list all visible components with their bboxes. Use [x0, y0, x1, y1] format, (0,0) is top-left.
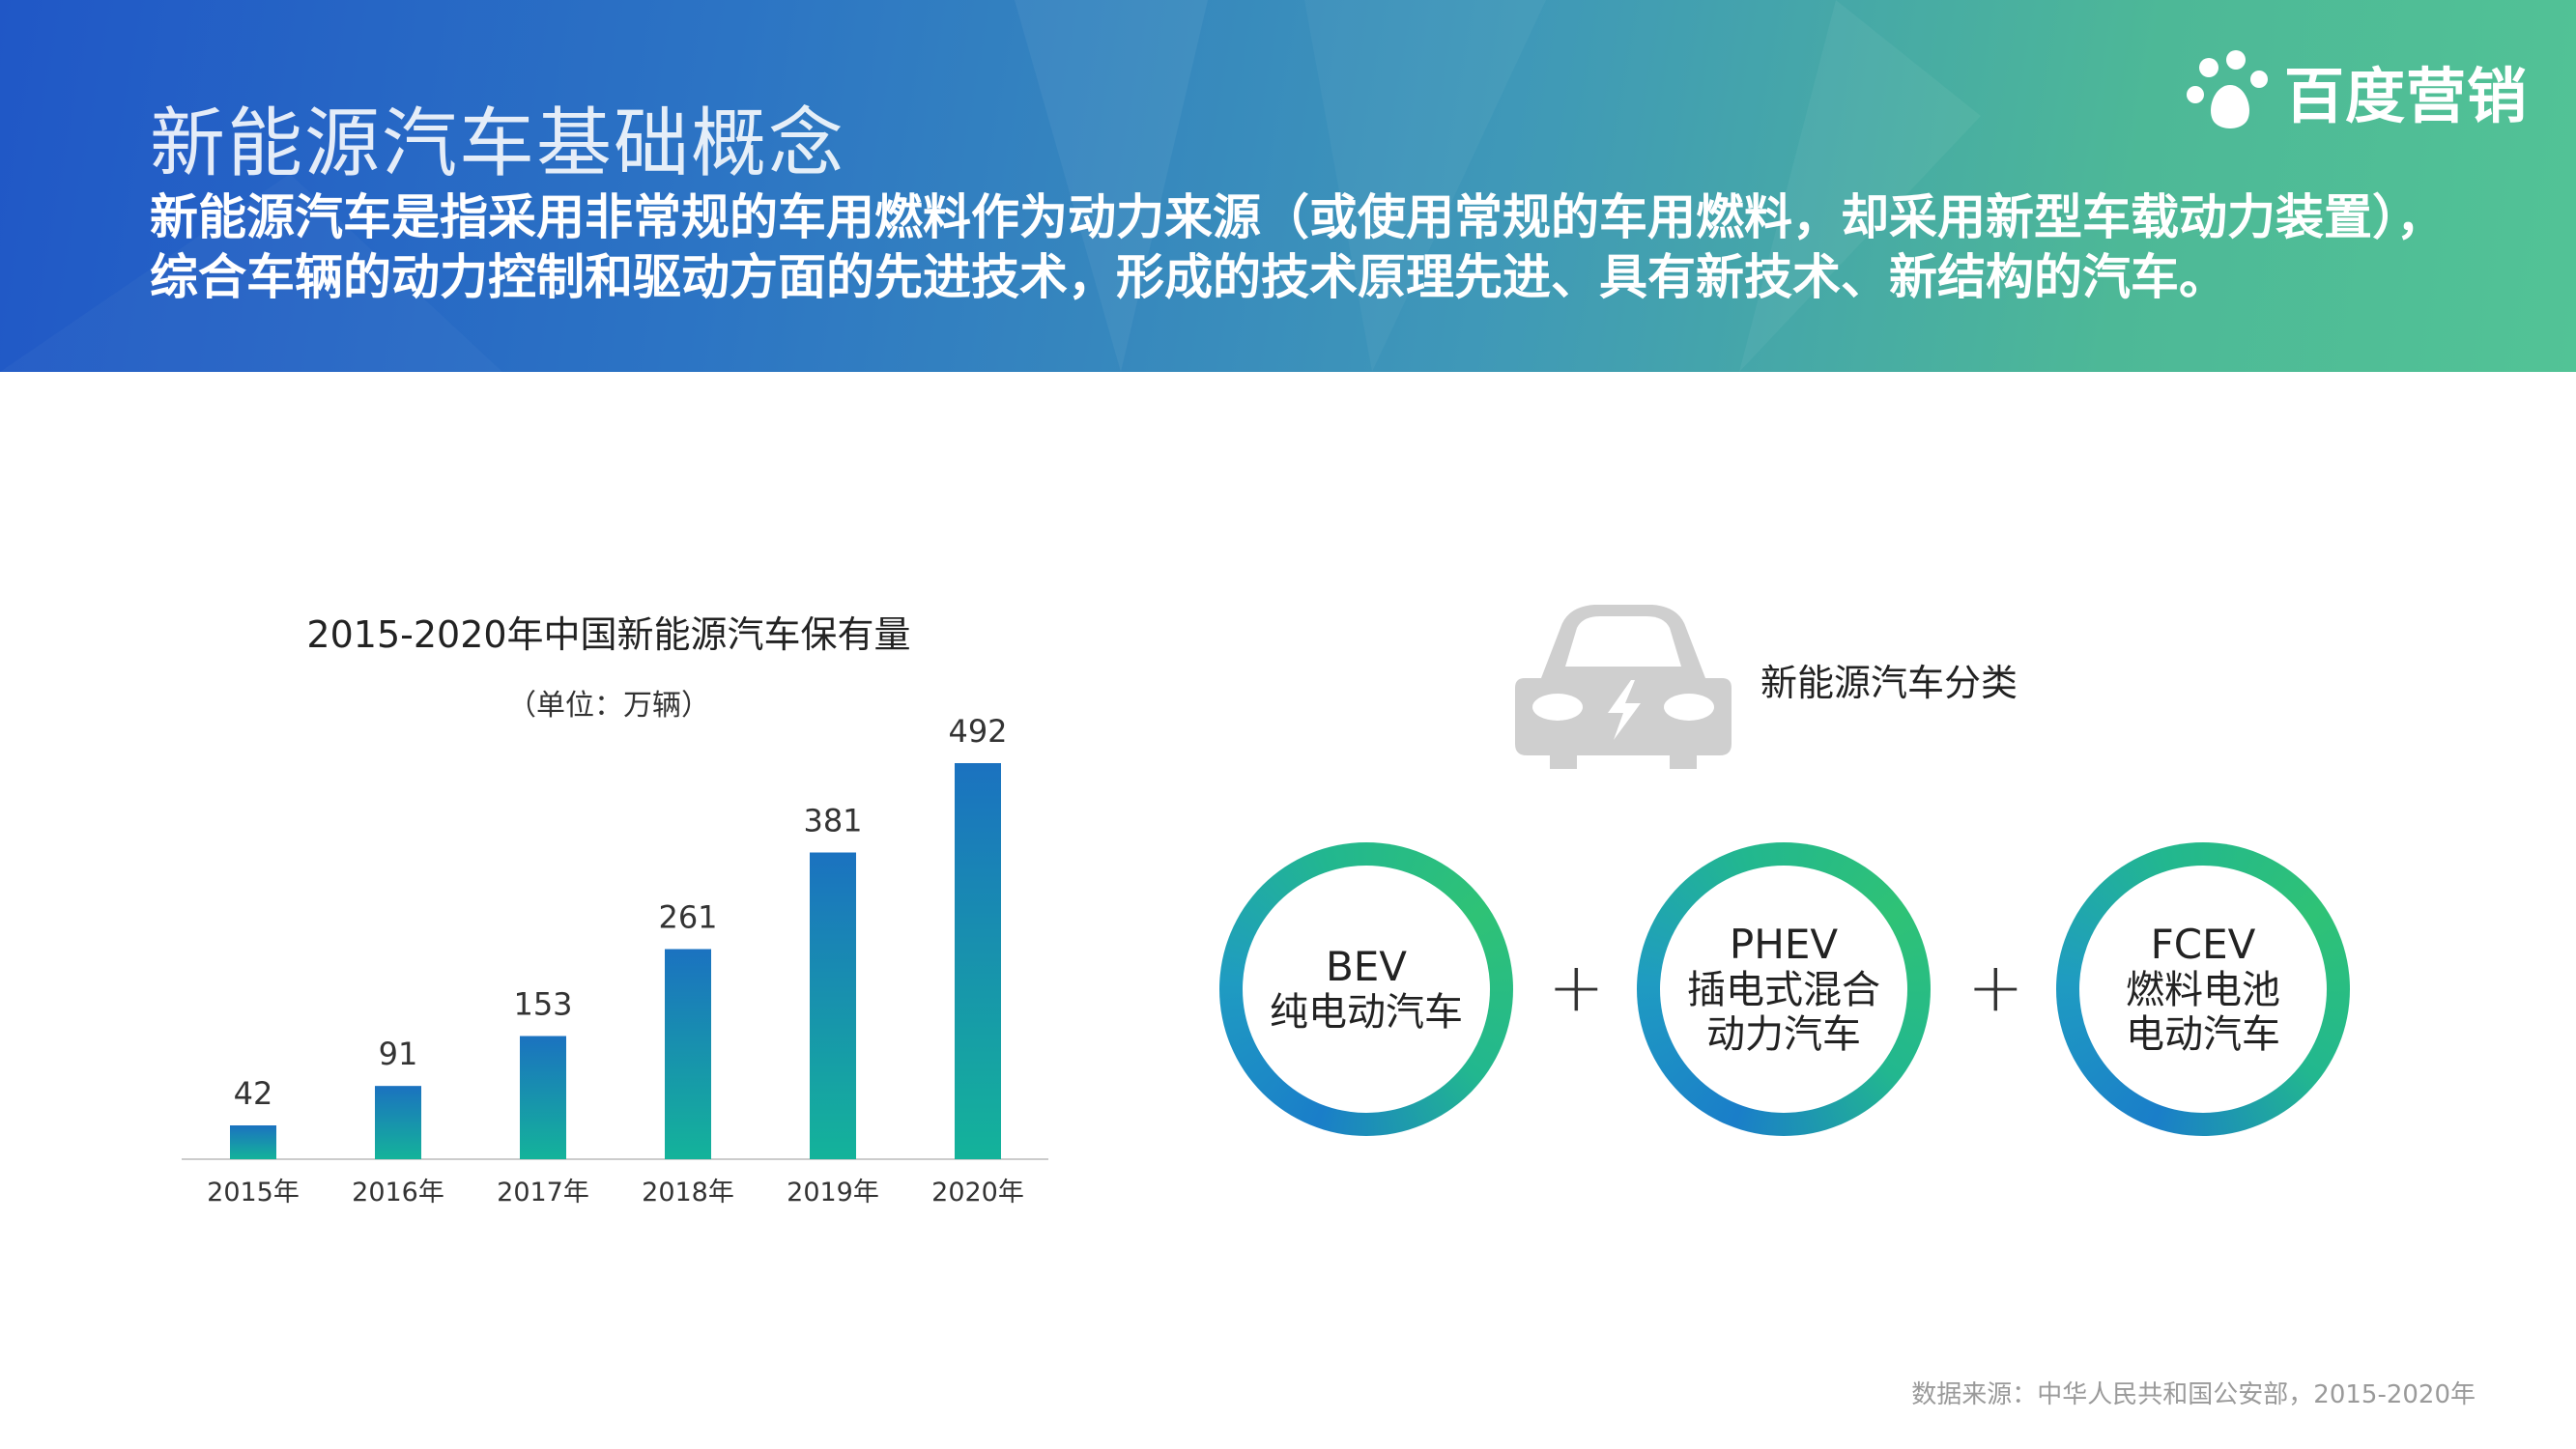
intro-text: 新能源汽车是指采用非常规的车用燃料作为动力来源（或使用常规的车用燃料，却采用新型…	[150, 187, 2488, 307]
bar-2020年	[955, 763, 1001, 1159]
source-note: 数据来源：中华人民共和国公安部，2015-2020年	[1911, 1380, 2476, 1409]
classification-title: 新能源汽车分类	[1760, 662, 2018, 704]
intro-line: 新能源汽车是指采用非常规的车用燃料作为动力来源（或使用常规的车用燃料，却采用新型…	[150, 189, 2445, 245]
x-tick-label: 2016年	[352, 1178, 444, 1208]
type-abbr: BEV	[1325, 943, 1408, 990]
x-tick-label: 2019年	[787, 1178, 879, 1208]
type-abbr: PHEV	[1729, 921, 1839, 968]
electric-car-icon	[1515, 605, 1732, 769]
bar-chart: 42 2015年 91 2016年 153 2017年 261 2018年 381 2019年 49…	[182, 713, 1048, 1208]
bar-2017年	[520, 1036, 566, 1159]
type-desc: 燃料电池	[2126, 968, 2280, 1012]
type-ring-fcev: FCEV 燃料电池 电动汽车	[2056, 842, 2350, 1136]
type-desc: 纯电动汽车	[1270, 990, 1463, 1035]
chart-unit: （单位：万辆）	[507, 689, 710, 723]
intro-line: 综合车辆的动力控制和驱动方面的先进技术，形成的技术原理先进、具有新技术、新结构的…	[150, 249, 2227, 305]
bar-2016年	[375, 1086, 421, 1159]
data-label: 91	[379, 1036, 418, 1072]
brand-name: 百度营销	[2284, 61, 2529, 131]
data-label: 261	[658, 899, 717, 936]
baidu-paw-icon	[2187, 50, 2268, 128]
plus-sign: +	[1548, 948, 1605, 1027]
data-label: 492	[948, 713, 1007, 750]
type-abbr: FCEV	[2150, 921, 2256, 968]
type-ring-phev: PHEV 插电式混合 动力汽车	[1637, 842, 1931, 1136]
data-label: 381	[803, 803, 862, 839]
x-tick-label: 2015年	[207, 1178, 300, 1208]
brand-logo: 百度营销	[2186, 46, 2528, 135]
type-desc: 电动汽车	[2126, 1012, 2280, 1057]
x-tick-label: 2017年	[497, 1178, 589, 1208]
type-desc: 插电式混合	[1687, 968, 1880, 1012]
type-ring-bev: BEV 纯电动汽车	[1219, 842, 1513, 1136]
header-banner: 新能源汽车基础概念 新能源汽车是指采用非常规的车用燃料作为动力来源（或使用常规的…	[0, 0, 2576, 372]
type-desc: 动力汽车	[1706, 1012, 1861, 1057]
x-tick-label: 2018年	[642, 1178, 734, 1208]
chart-title: 2015-2020年中国新能源汽车保有量	[306, 613, 911, 656]
plus-sign: +	[1967, 948, 2024, 1027]
bar-2018年	[665, 949, 711, 1159]
header-decoration	[1015, 0, 1981, 372]
x-tick-label: 2020年	[931, 1178, 1024, 1208]
bar-2015年	[230, 1125, 276, 1159]
page-title: 新能源汽车基础概念	[150, 100, 846, 187]
bar-2019年	[810, 852, 856, 1159]
data-label: 153	[513, 986, 572, 1023]
data-label: 42	[234, 1075, 273, 1112]
